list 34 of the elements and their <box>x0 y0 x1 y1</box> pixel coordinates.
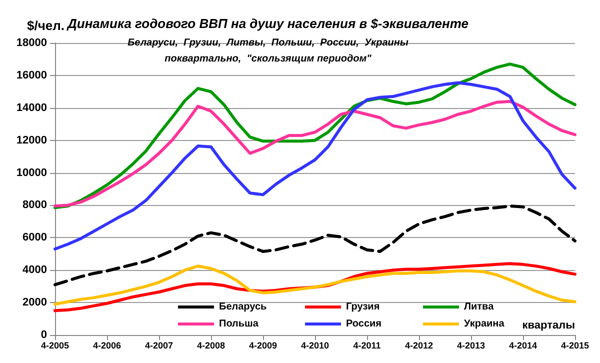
y-tick-label: 0 <box>40 329 47 341</box>
y-tick-label: 10000 <box>16 166 47 179</box>
x-axis-title: кварталы <box>522 320 575 332</box>
x-tick-label: 4-2010 <box>300 340 330 350</box>
legend-label: Россия <box>346 318 382 330</box>
y-axis-title: $/чел. <box>27 18 64 33</box>
x-tick-label: 4-2006 <box>92 340 122 350</box>
line-series <box>54 100 576 208</box>
x-tick-label: 4-2009 <box>248 340 278 350</box>
chart-subtitle: Беларуси, Грузии, Литвы, Польши, России, Украины поквартально, "скользящим периодом" <box>128 38 409 64</box>
x-tick-label: 4-2007 <box>144 340 174 350</box>
y-tick-label: 6000 <box>22 232 47 244</box>
x-tick-label: 4-2008 <box>196 340 226 350</box>
y-tick-label: 14000 <box>16 102 47 114</box>
line-series <box>54 204 576 286</box>
x-tick-label: 4-2012 <box>404 340 434 350</box>
y-tick-label: 16000 <box>16 69 47 82</box>
y-tick-label: 2000 <box>22 296 47 309</box>
legend-label: Беларусь <box>219 302 267 312</box>
legend-label: Украина <box>464 318 505 330</box>
chart-title: Динамика годового ВВП на душу населения в $-эквиваленте <box>66 16 468 31</box>
y-tick-label: 12000 <box>16 134 47 146</box>
line-series <box>54 81 576 251</box>
legend-label: Литва <box>464 302 494 312</box>
x-tick-label: 4-2005 <box>40 340 70 350</box>
x-tick-label: 4-2015 <box>560 340 590 350</box>
x-tick-label: 4-2014 <box>508 340 538 350</box>
y-tick-label: 4000 <box>22 264 47 276</box>
legend-label: Польша <box>219 318 259 330</box>
y-tick-label: 18000 <box>16 37 47 49</box>
x-tick-label: 4-2011 <box>353 340 381 350</box>
x-tick-label: 4-2013 <box>456 340 486 350</box>
y-tick-label: 8000 <box>22 199 47 212</box>
legend-label: Грузия <box>346 302 380 312</box>
